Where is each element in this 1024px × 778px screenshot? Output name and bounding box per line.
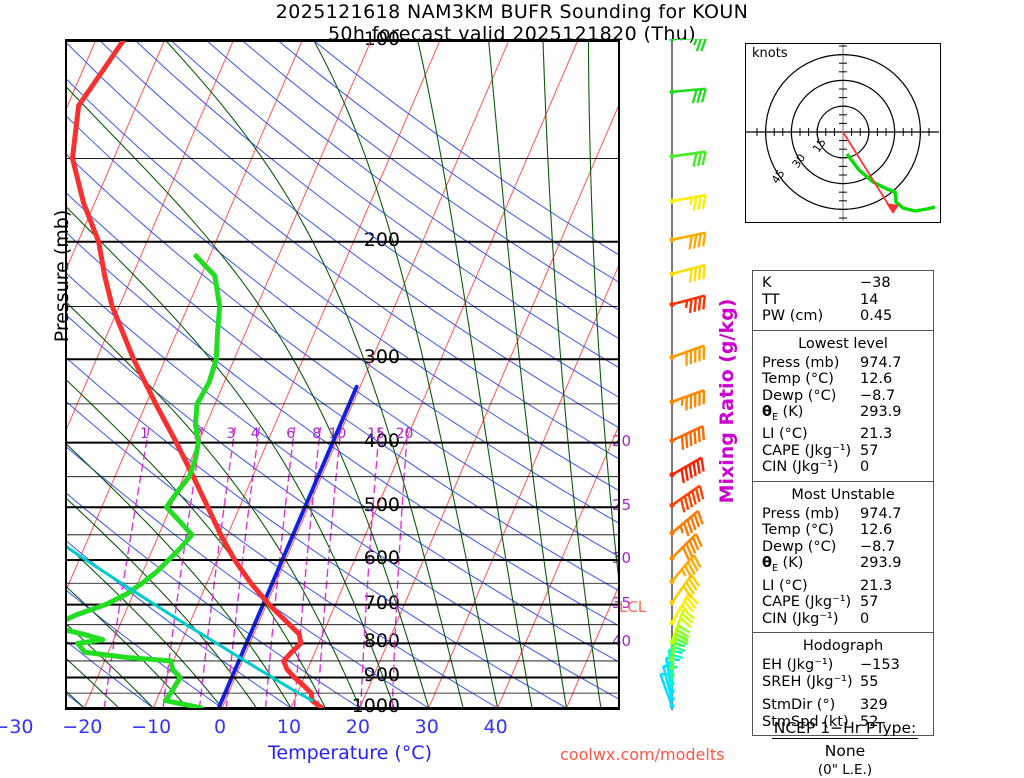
table-row: θE (K)293.9 bbox=[753, 555, 933, 577]
table-row: Temp (°C)12.6 bbox=[753, 522, 933, 539]
table-row: LI (°C)21.3 bbox=[753, 426, 933, 443]
temperature-tick: 30 bbox=[415, 716, 439, 738]
row-label: CAPE (Jkg⁻¹) bbox=[762, 594, 860, 611]
row-label: Dewp (°C) bbox=[762, 388, 860, 405]
hodograph-stats-title: Hodograph bbox=[753, 637, 933, 657]
row-value: 21.3 bbox=[860, 426, 931, 443]
row-value: −153 bbox=[860, 657, 931, 674]
table-row: CIN (Jkg⁻¹)0 bbox=[753, 459, 933, 476]
row-label: LI (°C) bbox=[762, 578, 860, 595]
page-title: 2025121618 NAM3KM BUFR Sounding for KOUN bbox=[0, 1, 1024, 23]
table-row: SREH (Jkg⁻¹)55 bbox=[753, 674, 933, 691]
table-row: EH (Jkg⁻¹)−153 bbox=[753, 657, 933, 674]
temperature-tick: 40 bbox=[484, 716, 508, 738]
temperature-tick: −20 bbox=[62, 716, 102, 738]
table-row: PW (cm)0.45 bbox=[753, 308, 933, 325]
table-row: LI (°C)21.3 bbox=[753, 578, 933, 595]
row-value: 55 bbox=[860, 674, 931, 691]
row-value: 974.7 bbox=[860, 506, 931, 523]
table-row: Press (mb)974.7 bbox=[753, 506, 933, 523]
row-value: 0 bbox=[860, 459, 931, 476]
temperature-tick: 20 bbox=[346, 716, 370, 738]
row-label: CIN (Jkg⁻¹) bbox=[762, 459, 860, 476]
temperature-axis-label: Temperature (°C) bbox=[170, 742, 530, 764]
table-row: Dewp (°C)−8.7 bbox=[753, 539, 933, 556]
row-label: SREH (Jkg⁻¹) bbox=[762, 674, 860, 691]
row-label: Press (mb) bbox=[762, 355, 860, 372]
row-label: CIN (Jkg⁻¹) bbox=[762, 611, 860, 628]
ptype-panel: NCEP 1−Hr PType: None (0" L.E.) bbox=[745, 718, 945, 778]
row-value: −8.7 bbox=[860, 388, 931, 405]
wind-barb-column bbox=[620, 39, 725, 714]
row-value: 57 bbox=[860, 594, 931, 611]
temperature-tick: −30 bbox=[0, 716, 34, 738]
skewt-plot[interactable] bbox=[65, 39, 620, 710]
table-row: CAPE (Jkg⁻¹)57 bbox=[753, 443, 933, 460]
table-row: CAPE (Jkg⁻¹)57 bbox=[753, 594, 933, 611]
row-value: 57 bbox=[860, 443, 931, 460]
row-value: 0 bbox=[860, 611, 931, 628]
row-value: 12.6 bbox=[860, 522, 931, 539]
row-value: 21.3 bbox=[860, 578, 931, 595]
watermark: coolwx.com/modelts bbox=[560, 745, 724, 764]
row-label: PW (cm) bbox=[762, 308, 860, 325]
row-label: Temp (°C) bbox=[762, 522, 860, 539]
table-row: CIN (Jkg⁻¹)0 bbox=[753, 611, 933, 628]
row-value: 293.9 bbox=[860, 555, 931, 577]
row-label: CAPE (Jkg⁻¹) bbox=[762, 443, 860, 460]
row-value: 974.7 bbox=[860, 355, 931, 372]
table-row: Dewp (°C)−8.7 bbox=[753, 388, 933, 405]
temperature-tick: 0 bbox=[214, 716, 226, 738]
row-value: 12.6 bbox=[860, 371, 931, 388]
table-row: Temp (°C)12.6 bbox=[753, 371, 933, 388]
table-row: K−38 bbox=[753, 275, 933, 292]
row-label: Dewp (°C) bbox=[762, 539, 860, 556]
lowest-level-title: Lowest level bbox=[753, 335, 933, 355]
row-label: θE (K) bbox=[762, 555, 860, 577]
table-row: θE (K)293.9 bbox=[753, 404, 933, 426]
row-label: K bbox=[762, 275, 860, 292]
hodograph-units-label: knots bbox=[752, 46, 788, 61]
temperature-tick: −10 bbox=[131, 716, 171, 738]
table-row: StmDir (°)329 bbox=[753, 697, 933, 714]
skewt-canvas bbox=[67, 41, 618, 708]
temperature-tick: 10 bbox=[277, 716, 301, 738]
ptype-liquid-equivalent: (0" L.E.) bbox=[745, 762, 945, 778]
row-value: 0.45 bbox=[860, 308, 931, 325]
row-label: Temp (°C) bbox=[762, 371, 860, 388]
most-unstable-title: Most Unstable bbox=[753, 486, 933, 506]
row-value: 14 bbox=[860, 292, 931, 309]
row-value: −8.7 bbox=[860, 539, 931, 556]
row-value: −38 bbox=[860, 275, 931, 292]
row-value: 293.9 bbox=[860, 404, 931, 426]
row-label: TT bbox=[762, 292, 860, 309]
row-label: LI (°C) bbox=[762, 426, 860, 443]
row-label: θE (K) bbox=[762, 404, 860, 426]
ptype-value: None bbox=[745, 742, 945, 760]
row-label: EH (Jkg⁻¹) bbox=[762, 657, 860, 674]
row-value: 329 bbox=[860, 697, 931, 714]
ptype-header: NCEP 1−Hr PType: bbox=[772, 719, 918, 739]
table-row: Press (mb)974.7 bbox=[753, 355, 933, 372]
row-label: StmDir (°) bbox=[762, 697, 860, 714]
row-label: Press (mb) bbox=[762, 506, 860, 523]
